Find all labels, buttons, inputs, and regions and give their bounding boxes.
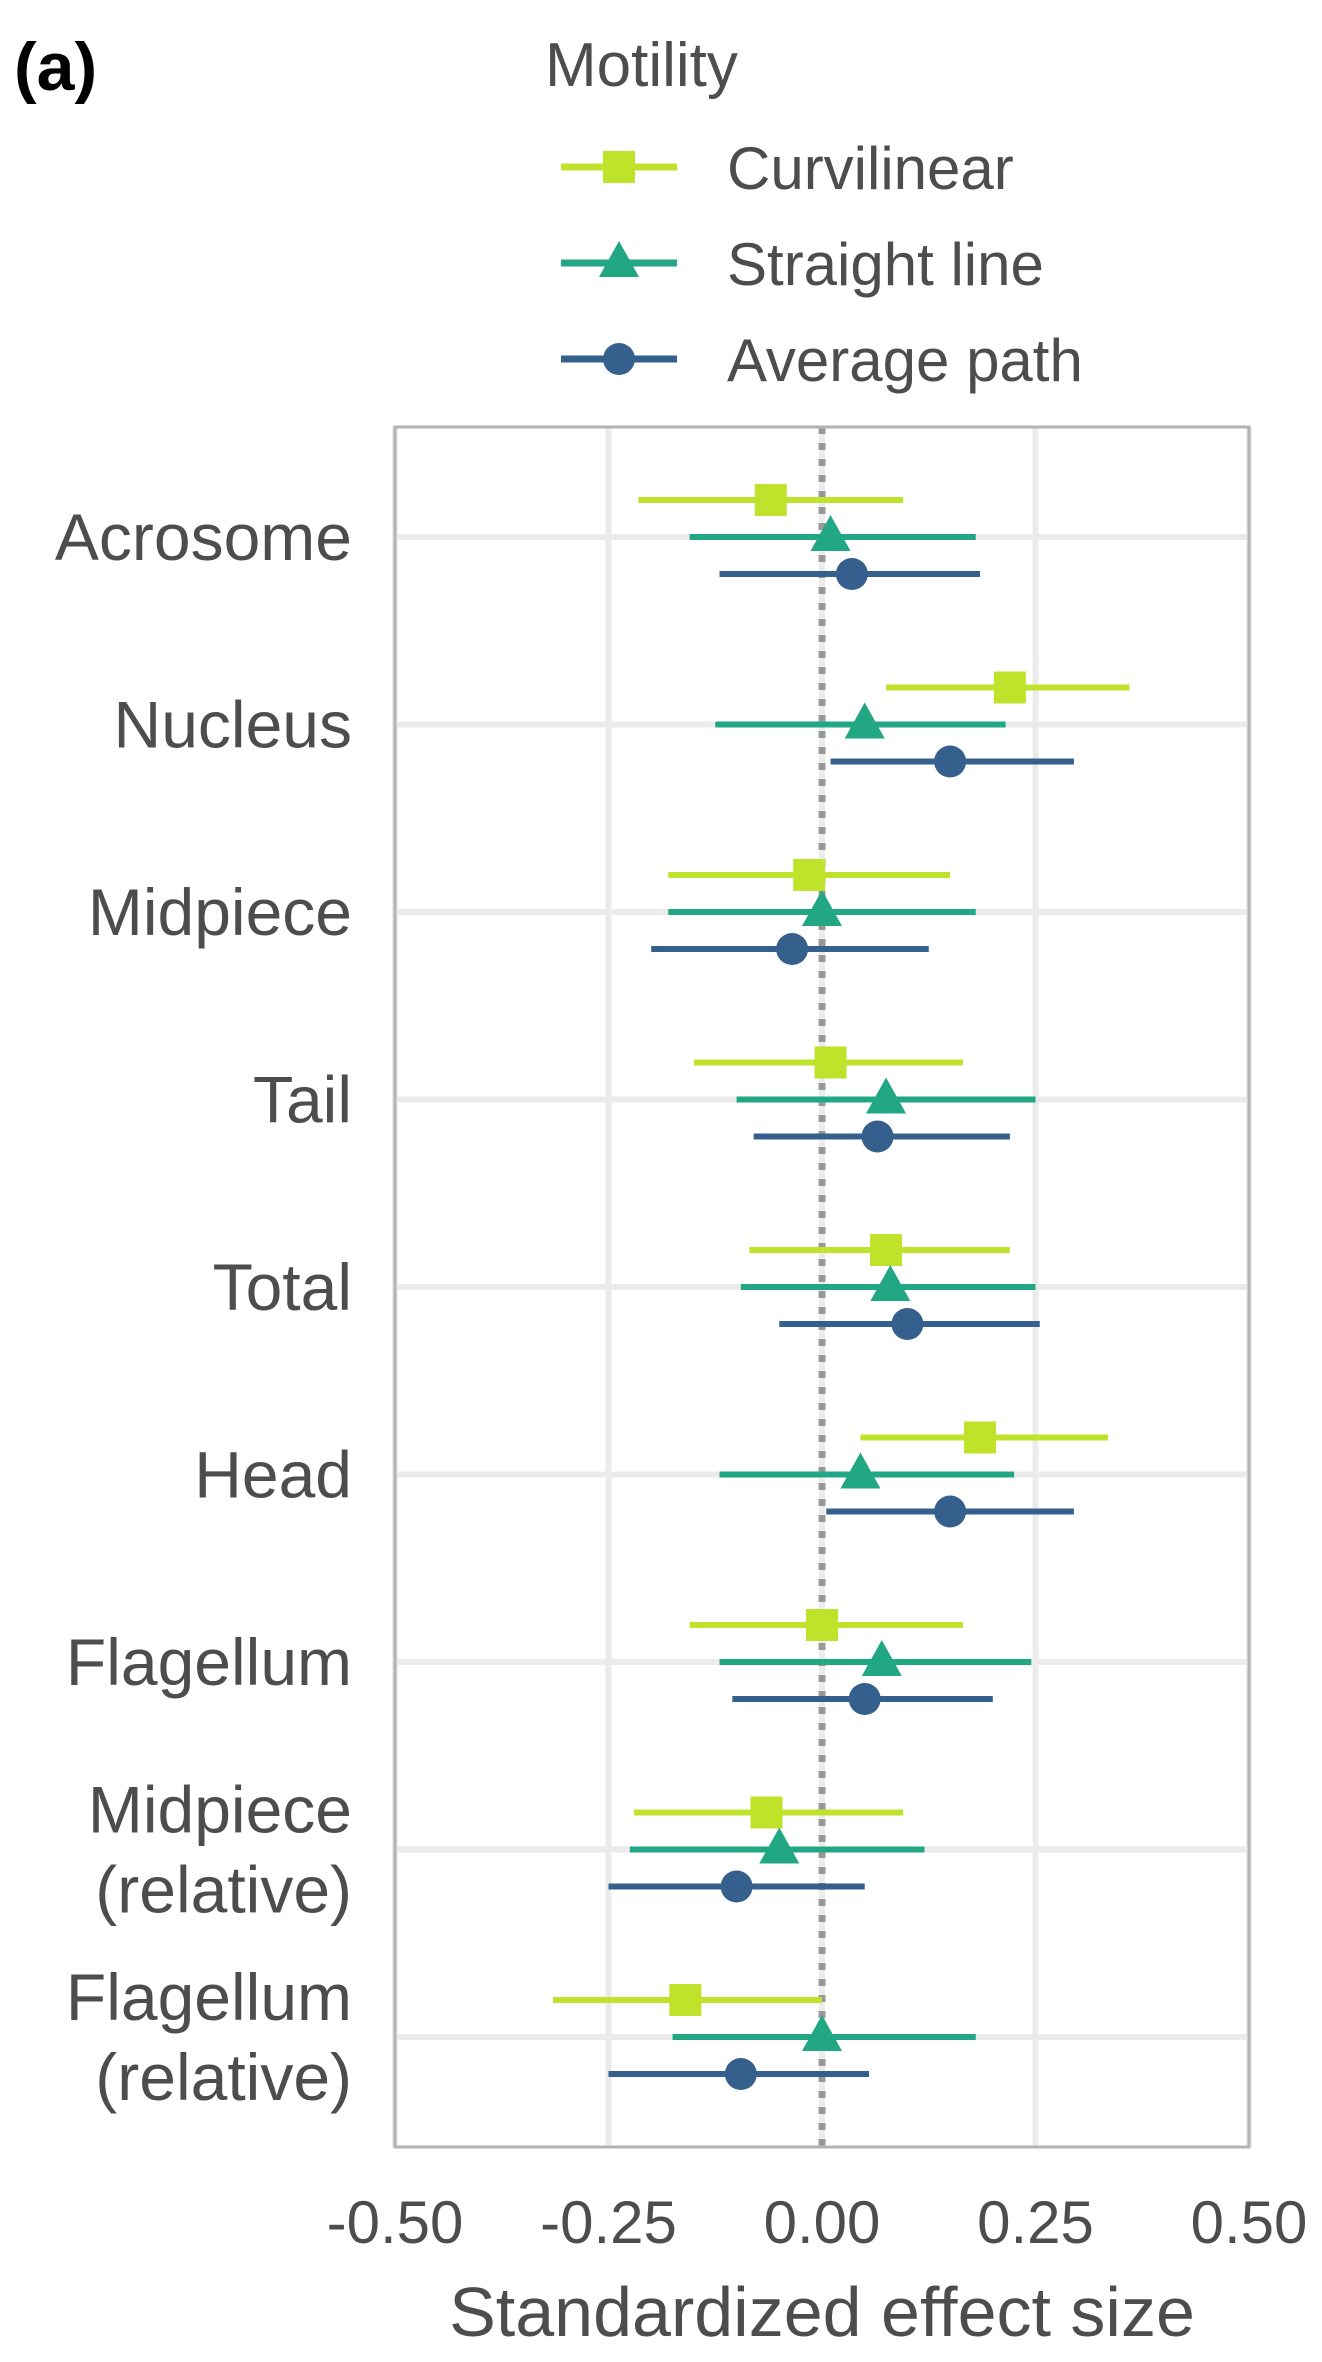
x-tick-label: 0.50 <box>1191 2189 1308 2256</box>
estimate-circle-8 <box>608 2058 869 2090</box>
point-estimate-triangle <box>810 515 851 551</box>
estimate-circle-6 <box>732 1683 993 1715</box>
x-axis-label: Standardized effect size <box>449 2273 1195 2351</box>
category-label: Flagellum <box>66 1625 352 1699</box>
category-label-line: (relative) <box>95 1853 352 1927</box>
estimate-square-1 <box>886 671 1130 704</box>
estimate-circle-3 <box>753 1120 1010 1153</box>
point-estimate-circle <box>720 1870 753 1903</box>
legend-title: Motility <box>545 31 738 100</box>
estimate-triangle-1 <box>715 702 1006 739</box>
point-estimate-triangle <box>802 890 842 926</box>
estimate-circle-1 <box>830 745 1074 778</box>
category-label: Tail <box>253 1063 352 1137</box>
estimate-square-7 <box>634 1796 904 1829</box>
x-tick-label: -0.50 <box>327 2189 464 2256</box>
estimate-triangle-8 <box>672 2015 976 2051</box>
estimate-triangle-3 <box>736 1077 1036 1114</box>
estimate-square-4 <box>749 1234 1010 1266</box>
category-labels: Acrosome Nucleus Midpiece Tail Total Head Flag… <box>55 500 352 2114</box>
estimate-triangle-0 <box>689 515 976 551</box>
legend: Curvilinear Straight line Average path <box>561 135 1083 394</box>
category-label: Midpiece (relative) <box>88 1773 352 1927</box>
point-estimate-circle <box>835 558 868 590</box>
point-estimate-square <box>669 1984 702 2016</box>
point-estimate-circle <box>724 2058 757 2090</box>
estimate-square-3 <box>693 1046 963 1079</box>
category-label-line: Midpiece <box>88 1773 352 1847</box>
point-estimate-circle <box>934 745 967 778</box>
point-estimate-triangle <box>870 1265 911 1301</box>
point-estimate-triangle <box>840 1452 881 1489</box>
point-estimate-triangle <box>861 1640 902 1676</box>
point-estimate-triangle <box>844 702 885 739</box>
estimate-circle-7 <box>608 1870 865 1903</box>
legend-label: Curvilinear <box>727 135 1014 202</box>
estimate-triangle-6 <box>719 1640 1032 1676</box>
estimate-circle-2 <box>651 933 929 965</box>
point-estimate-square <box>793 859 826 891</box>
category-label-line: Flagellum <box>66 1960 352 2034</box>
point-estimate-triangle <box>759 1827 800 1864</box>
point-estimate-square <box>963 1421 996 1454</box>
point-estimate-square <box>814 1046 847 1079</box>
estimate-triangle-4 <box>740 1265 1036 1301</box>
point-estimate-square <box>993 671 1026 704</box>
point-estimate-circle <box>934 1495 967 1528</box>
estimate-square-5 <box>860 1421 1109 1454</box>
category-label: Head <box>194 1438 352 1512</box>
legend-key-circle-marker <box>603 343 635 375</box>
point-estimate-circle <box>861 1120 894 1153</box>
legend-label: Average path <box>727 327 1083 394</box>
point-estimate-circle <box>891 1308 924 1340</box>
legend-entry-average-path: Average path <box>561 327 1083 394</box>
point-estimate-square <box>750 1796 783 1829</box>
category-label: Midpiece <box>88 875 352 949</box>
point-estimate-square <box>806 1609 838 1641</box>
x-tick-label: -0.25 <box>540 2189 677 2256</box>
estimate-circle-4 <box>779 1308 1040 1340</box>
category-label-line: (relative) <box>95 2040 352 2114</box>
legend-key-square-marker <box>603 151 635 183</box>
estimate-circle-5 <box>826 1495 1074 1528</box>
category-label: Total <box>213 1250 352 1324</box>
legend-label: Straight line <box>727 231 1044 298</box>
panel-label: (a) <box>14 29 98 105</box>
category-label: Flagellum (relative) <box>66 1960 352 2114</box>
estimate-square-2 <box>668 859 951 891</box>
estimate-triangle-2 <box>668 890 976 926</box>
category-label: Acrosome <box>55 500 352 574</box>
estimate-square-0 <box>638 484 904 516</box>
point-estimate-square <box>870 1234 903 1266</box>
point-estimate-circle <box>848 1683 881 1715</box>
point-estimate-square <box>754 484 787 516</box>
plot-frame <box>393 425 1251 2149</box>
category-label: Nucleus <box>114 688 352 762</box>
estimate-square-6 <box>689 1609 963 1641</box>
point-estimate-circle <box>776 933 809 965</box>
x-tick-labels: -0.50 -0.25 0.00 0.25 0.50 <box>327 2189 1308 2256</box>
estimate-triangle-5 <box>719 1452 1015 1489</box>
point-estimate-triangle <box>802 2015 842 2051</box>
point-estimate-triangle <box>866 1077 907 1114</box>
plot-marks <box>552 484 1130 2090</box>
legend-entry-curvilinear: Curvilinear <box>561 135 1014 202</box>
legend-entry-straight-line: Straight line <box>561 231 1044 298</box>
x-tick-label: 0.25 <box>977 2189 1094 2256</box>
legend-key-triangle-marker <box>599 241 639 277</box>
estimate-circle-0 <box>719 558 980 590</box>
x-tick-label: 0.00 <box>764 2189 881 2256</box>
estimate-triangle-7 <box>629 1827 925 1864</box>
estimate-square-8 <box>552 1984 822 2016</box>
